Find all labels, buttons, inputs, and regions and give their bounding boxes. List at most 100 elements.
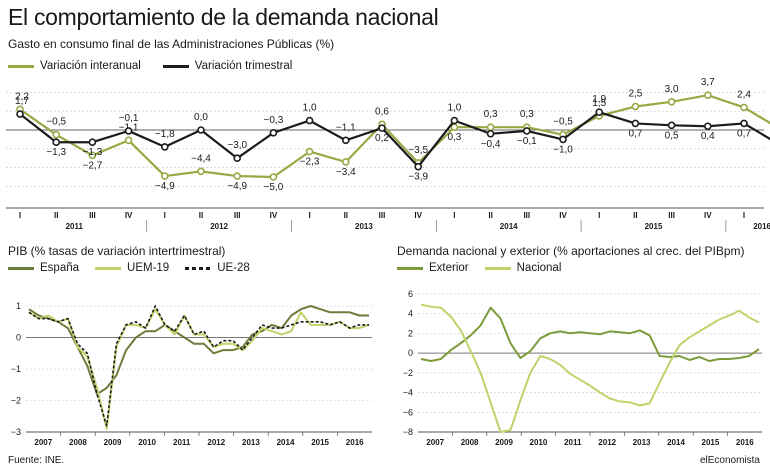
- legend-swatch-ue28: [185, 266, 212, 270]
- data-point: [631, 102, 640, 111]
- data-label: 2,2: [15, 91, 29, 102]
- demanda-legend: Exterior Nacional: [397, 262, 583, 274]
- legend-label-interanual: Variación interanual: [40, 60, 141, 72]
- legend-swatch-espana: [8, 266, 34, 270]
- data-point: [740, 119, 748, 128]
- data-point: [233, 154, 241, 162]
- year-tick-label: 2010: [138, 438, 156, 447]
- year-tick-label: 2015: [702, 438, 720, 447]
- year-tick-label: 2016: [346, 438, 364, 447]
- data-point: [486, 123, 495, 131]
- quarter-tick-label: I: [19, 211, 21, 220]
- y-tick-label: 0: [408, 348, 413, 358]
- legend-espana: España: [8, 262, 79, 274]
- data-label: 0,3: [484, 109, 498, 120]
- year-label: 2013: [355, 222, 373, 231]
- year-label: 2012: [210, 222, 228, 231]
- demanda-chart: 6 4 2 0 −2 −4 −6 −8 2007 2008 2009 2010 2011 2012 2013…: [403, 289, 762, 447]
- series-line-trimestral: [19, 111, 770, 168]
- quarter-tick-label: I: [743, 211, 745, 220]
- pib-chart: 1 0 −1 −2 −3 2007 2008 2009 2010 2011 2012 2013 2014…: [11, 301, 372, 447]
- data-label: −4,9: [227, 181, 247, 192]
- data-point: [341, 136, 350, 145]
- demanda-title: Demanda nacional y exterior (% aportacio…: [397, 244, 745, 258]
- year-tick-label: 2014: [277, 438, 295, 447]
- year-tick-label: 2008: [461, 438, 479, 447]
- year-tick-label: 2013: [633, 438, 651, 447]
- data-point: [269, 129, 278, 137]
- year-tick-label: 2009: [495, 438, 513, 447]
- data-label: 0,2: [375, 133, 389, 144]
- data-label: −3,5: [408, 145, 428, 156]
- legend-nacional: Nacional: [484, 262, 561, 274]
- legend-ue28: UE-28: [185, 262, 250, 274]
- legend-exterior: Exterior: [397, 262, 469, 274]
- year-label: 2011: [66, 222, 84, 231]
- data-label: 0,3: [520, 109, 534, 120]
- data-label: −0,5: [553, 117, 573, 128]
- year-label: 2014: [500, 222, 518, 231]
- legend-swatch-uem: [95, 266, 122, 270]
- data-label: −0,1: [119, 113, 139, 124]
- data-label: −4,9: [155, 181, 175, 192]
- y-tick-label: −1: [11, 364, 21, 374]
- year-tick-label: 2012: [598, 438, 616, 447]
- data-label: 1,7: [15, 96, 29, 107]
- year-tick-label: 2009: [104, 438, 122, 447]
- year-label: 2015: [645, 222, 663, 231]
- quarter-tick-label: III: [523, 211, 530, 220]
- data-label: 3,0: [665, 84, 679, 95]
- data-point: [52, 130, 61, 139]
- year-tick-label: 2011: [173, 438, 191, 447]
- y-tick-label: −3: [11, 427, 21, 437]
- data-point: [667, 121, 676, 130]
- data-point: [595, 108, 604, 116]
- year-tick-label: 2011: [564, 438, 582, 447]
- y-tick-label: −6: [403, 407, 413, 417]
- series-line-uem-19: [28, 308, 370, 430]
- data-point: [305, 116, 314, 125]
- data-label: −1,3: [46, 147, 66, 158]
- data-label: −3,0: [227, 140, 247, 151]
- data-point: [450, 123, 459, 131]
- brand-logo: elEconomista: [699, 455, 760, 466]
- data-label: 2,4: [737, 89, 751, 100]
- data-label: 0,0: [194, 112, 208, 123]
- data-label: 3,7: [701, 78, 715, 88]
- year-tick-label: 2010: [530, 438, 548, 447]
- data-point: [740, 103, 748, 112]
- pib-title: PIB (% tasas de variación intertrimestra…: [8, 244, 226, 258]
- quarter-tick-label: II: [199, 211, 203, 220]
- quarter-tick-label: IV: [704, 211, 712, 220]
- data-point: [161, 143, 169, 151]
- data-label: −2,7: [83, 160, 103, 171]
- data-point: [450, 116, 459, 125]
- data-point: [197, 126, 205, 134]
- legend-label-trimestral: Variación trimestral: [194, 60, 293, 72]
- data-label: −3,9: [408, 172, 428, 183]
- series-line-nacional: [420, 303, 760, 433]
- y-tick-label: 4: [408, 309, 413, 319]
- year-tick-label: 2012: [207, 438, 225, 447]
- data-label: −1,8: [155, 129, 175, 140]
- quarter-tick-label: IV: [559, 211, 567, 220]
- quarter-tick-label: I: [598, 211, 600, 220]
- quarter-tick-label: II: [344, 211, 348, 220]
- data-label: 0,7: [628, 128, 642, 139]
- year-tick-label: 2007: [34, 438, 52, 447]
- legend-label-uem: UEM-19: [127, 262, 170, 274]
- data-point: [124, 136, 133, 145]
- top-legend: Variación interanual Variación trimestra…: [8, 60, 314, 72]
- data-point: [522, 127, 531, 135]
- data-label: −1,1: [336, 122, 356, 133]
- data-point: [667, 97, 676, 106]
- data-label: 1,0: [303, 103, 317, 114]
- year-tick-label: 2016: [736, 438, 754, 447]
- data-label: 0,6: [375, 106, 389, 117]
- page-subtitle: Gasto en consumo final de las Administra…: [8, 37, 335, 51]
- data-label: 1,9: [592, 94, 606, 105]
- quarter-tick-label: IV: [270, 211, 278, 220]
- series-line-espa-a: [28, 305, 369, 396]
- data-point: [486, 129, 495, 138]
- data-label: −0,3: [264, 115, 284, 126]
